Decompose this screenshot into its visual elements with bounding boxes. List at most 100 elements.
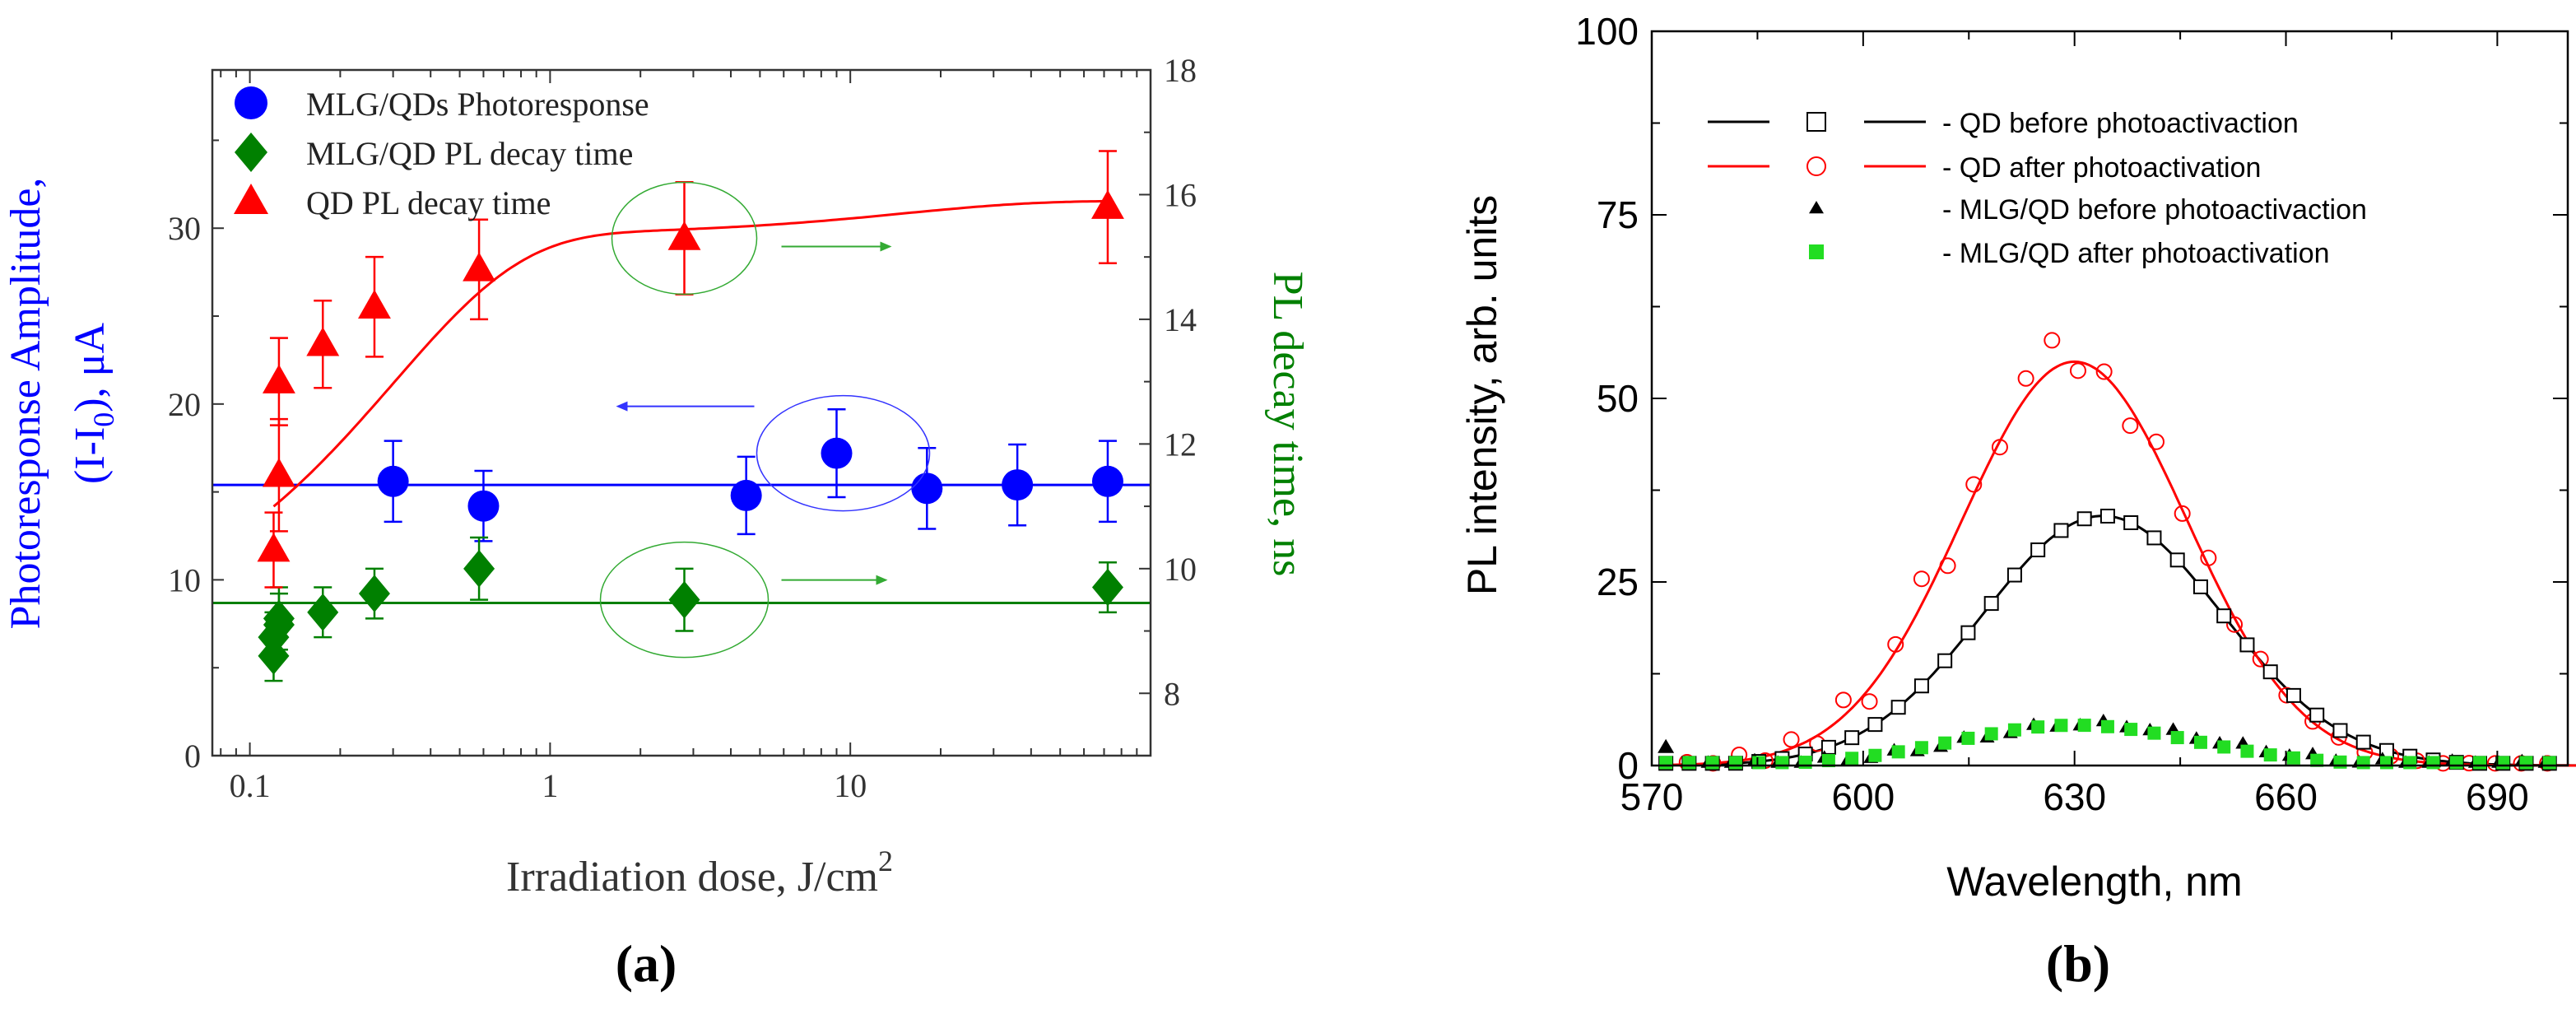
panel-a-xlabel: Irradiation dose, J/cm2 [506, 845, 893, 901]
panel-a-ytick-right-label: 8 [1164, 675, 1180, 712]
panel-b-marker-mlg-after [2542, 756, 2556, 770]
panel-b-marker-qd-before [1844, 730, 1860, 746]
panel-b-marker-qd-before [2076, 511, 2092, 527]
panel-a-legend-label: MLG/QDs Photoresponse [306, 86, 649, 123]
panel-b-xtick-label: 660 [2254, 775, 2318, 818]
panel-b-marker-qd-before [1867, 717, 1883, 733]
panel-b-marker-qd-before [2332, 723, 2348, 738]
panel-a-green-point [258, 618, 290, 656]
panel-b-marker-qd-after [2095, 363, 2113, 380]
panel-b-legend-marker [1806, 112, 1826, 132]
panel-b-marker-qd-after [1887, 635, 1904, 653]
panel-b-marker-qd-before [2192, 579, 2208, 594]
panel-a-green-point [1091, 568, 1123, 607]
panel-a-legend-marker [235, 133, 267, 172]
panel-a-plot-area [212, 150, 1151, 682]
panel-b-marker-qd-after [2226, 616, 2244, 633]
panel-b-chart: 570 600 630 660 690 0 25 50 75 100 - QD before ph… [1459, 10, 2576, 993]
panel-a-ytick-left-label: 30 [168, 210, 201, 247]
panel-b-marker-mlg-after [1938, 736, 1952, 750]
panel-b-marker-qd-after [2044, 332, 2061, 349]
panel-b-marker-mlg-after [2031, 720, 2045, 734]
panel-a-arrowhead-icon [616, 401, 628, 412]
panel-b-legend-label: - MLG/QD before photoactivaction [1942, 194, 2367, 226]
panel-a-ylabel-left-a: (I-I [67, 427, 114, 484]
panel-a-ylabel-left-b: ), μA [67, 323, 114, 412]
panel-b-marker-qd-before [1890, 700, 1906, 715]
panel-b-marker-mlg-after [1961, 731, 1975, 745]
panel-b-marker-mlg-after [1659, 756, 1673, 770]
panel-b-marker-qd-before [1983, 596, 1999, 612]
panel-a-legend-marker [235, 86, 267, 119]
panel-b-legend-marker [1809, 244, 1824, 259]
panel-b-marker-qd-before [1937, 653, 1953, 668]
panel-b-marker-qd-before [1913, 678, 1929, 694]
panel-b-xtick-label: 600 [1831, 775, 1895, 818]
panel-b-legend-label: - QD before photoactivaction [1942, 108, 2299, 139]
panel-b-marker-qd-before [2216, 608, 2232, 624]
panel-b-marker-mlg-after [1845, 752, 1859, 766]
panel-b-marker-mlg-after [2263, 748, 2277, 762]
panel-b-marker-mlg-after [2147, 726, 2161, 740]
panel-b-legend-marker [1806, 156, 1826, 176]
panel-b-marker-mlg-after [2100, 719, 2114, 733]
panel-a-legend-marker [234, 184, 268, 214]
panel-a-red-point [262, 458, 295, 487]
panel-b-marker-mlg-before [1658, 738, 1675, 753]
panel-b-xtick-label: 630 [2043, 775, 2106, 818]
panel-b-marker-qd-after [2252, 650, 2269, 668]
panel-b-marker-mlg-after [2449, 756, 2463, 770]
panel-b-legend-label: - MLG/QD after photoactivation [1942, 238, 2330, 269]
panel-a-blue-point [1091, 465, 1123, 497]
panel-b-marker-mlg-after [2077, 719, 2091, 733]
panel-b-marker-qd-after [1965, 476, 1983, 493]
panel-a-red-point [1091, 189, 1124, 219]
panel-a-annotation-ellipse [611, 181, 758, 296]
panel-b-ytick-label: 75 [1597, 193, 1639, 236]
panel-a-red-point [667, 221, 701, 250]
panel-b-xtick-label: 570 [1620, 775, 1684, 818]
panel-b-curve-qd-after [1666, 360, 2576, 767]
panel-b-marker-qd-after [2017, 370, 2034, 387]
panel-a-green-point [668, 580, 700, 619]
panel-a-ytick-right-label: 18 [1164, 52, 1197, 89]
panel-b-marker-qd-before [2099, 508, 2115, 524]
panel-b-marker-mlg-after [1775, 756, 1789, 770]
panel-a-arrowhead-icon [880, 241, 892, 252]
panel-b-legend-label: - QD after photoactivation [1942, 152, 2261, 184]
panel-b-marker-mlg-after [1984, 727, 1998, 741]
panel-a-xlabel-main: Irradiation dose, J/cm [506, 854, 878, 901]
panel-b-marker-mlg-after [2426, 756, 2440, 770]
panel-a-ytick-right-label: 12 [1164, 426, 1197, 463]
panel-b-ytick-label: 0 [1617, 744, 1639, 787]
panel-b-xlabel: Wavelength, nm [1946, 859, 2242, 905]
panel-a-ytick-right-label: 14 [1164, 301, 1197, 338]
panel-b-marker-qd-before [2006, 567, 2022, 583]
panel-a-ytick-right-label: 16 [1164, 176, 1197, 213]
panel-b-marker-qd-after [1991, 439, 2008, 456]
panel-a-annotation-ellipse [599, 541, 770, 659]
panel-a-blue-point [911, 472, 943, 505]
panel-a-green-point [263, 599, 295, 638]
panel-a-legend: MLG/QDs Photoresponse MLG/QD PL decay tim… [234, 86, 649, 221]
panel-b-marker-qd-after [1861, 693, 1878, 710]
panel-b-marker-qd-before [2169, 552, 2185, 568]
panel-b-marker-mlg-after [1914, 741, 1928, 755]
panel-b-marker-mlg-after [2333, 755, 2347, 769]
panel-a-red-point [306, 327, 340, 356]
panel-a-red-point [358, 289, 391, 319]
panel-a-red-point [262, 364, 295, 393]
panel-b-legend: - QD before photoactivaction - QD after p… [1708, 108, 2367, 269]
panel-b-ytick-label: 100 [1575, 10, 1639, 53]
panel-b-marker-qd-before [2239, 637, 2255, 653]
panel-a-annotation-ellipse [756, 394, 931, 512]
panel-a-ytick-left-label: 20 [168, 386, 201, 423]
panel-b-marker-mlg-after [1752, 756, 1766, 770]
panel-b-marker-qd-before [2309, 707, 2325, 723]
panel-a-ylabel-left-sub: 0 [87, 412, 120, 427]
panel-a-red-point [257, 533, 291, 562]
panel-a-xtick-label: 0.1 [230, 767, 271, 804]
panel-a-xtick-label: 10 [834, 767, 867, 804]
panel-b-marker-mlg-after [2124, 723, 2138, 737]
